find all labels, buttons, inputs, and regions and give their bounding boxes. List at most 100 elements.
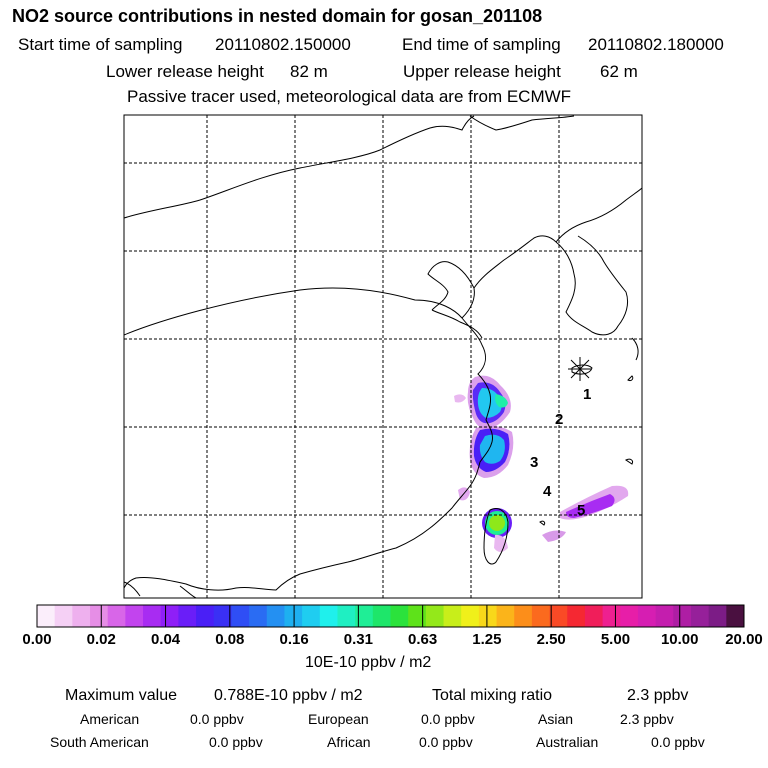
colorbar-cell-10 xyxy=(196,605,215,627)
upper-height-value: 62 m xyxy=(600,62,638,81)
colorbar-frame xyxy=(36,604,745,628)
colorbar-cell-2 xyxy=(54,605,73,627)
region-european-value: 0.0 ppbv xyxy=(421,711,475,727)
colorbar-cell-27 xyxy=(496,605,515,627)
china-coastline xyxy=(123,287,493,591)
colorbar-cell-4 xyxy=(90,605,109,627)
region-south-american-label: South American xyxy=(50,734,149,750)
start-time-value: 20110802.150000 xyxy=(215,35,351,54)
colorbar-cell-19 xyxy=(355,605,374,627)
colorbar-cell-28 xyxy=(514,605,533,627)
region-australian-label: Australian xyxy=(536,734,599,750)
colorbar-cell-38 xyxy=(690,605,710,627)
region-american-value: 0.0 ppbv xyxy=(190,711,244,727)
tracer-note: Passive tracer used, meteorological data… xyxy=(127,87,572,106)
colorbar-cell-36 xyxy=(655,605,674,627)
colorbar-tick-label-8: 1.25 xyxy=(472,631,502,648)
colorbar-cell-14 xyxy=(266,605,285,627)
receptor-label-5: 5 xyxy=(577,502,586,519)
colorbar-cell-1 xyxy=(37,605,56,627)
colorbar-cell-39 xyxy=(708,605,727,627)
colorbar-cell-12 xyxy=(231,605,250,627)
start-time-label: Start time of sampling xyxy=(18,35,183,54)
northeast-border xyxy=(469,115,575,131)
end-time-label: End time of sampling xyxy=(402,35,561,54)
hainan-corner xyxy=(123,581,141,597)
colorbar-cell-29 xyxy=(531,605,551,627)
colorbar-cell-6 xyxy=(125,605,144,627)
colorbar-cell-13 xyxy=(249,605,268,627)
lat-lon-grid xyxy=(124,115,642,598)
plume-zhejiang-core xyxy=(479,434,505,464)
colorbar-cell-25 xyxy=(461,605,480,627)
colorbar-cell-33 xyxy=(602,605,621,627)
receptor-label-1: 1 xyxy=(583,386,592,403)
colorbar-tick-label-11: 10.00 xyxy=(660,631,699,648)
colorbar-cell-16 xyxy=(302,605,321,627)
colorbar-cell-30 xyxy=(549,605,568,627)
colorbar-tick-label-2: 0.02 xyxy=(86,631,116,648)
colorbar-cell-5 xyxy=(107,605,126,627)
colorbar-cell-15 xyxy=(284,605,303,627)
plume-layer xyxy=(454,375,629,552)
colorbar-cell-7 xyxy=(143,605,162,627)
colorbar-unit-label: 10E-10 ppbv / m2 xyxy=(305,654,432,671)
colorbar-tick-label-10: 5.00 xyxy=(600,631,631,648)
colorbar-tick-label-4: 0.08 xyxy=(215,631,245,648)
colorbar-tick-label-6: 0.31 xyxy=(343,631,373,648)
colorbar-tick-label-12: 20.00 xyxy=(725,631,763,648)
colorbar-cell-18 xyxy=(337,605,356,627)
colorbar-cell-11 xyxy=(213,605,232,627)
colorbar-cell-37 xyxy=(673,605,692,627)
jeju-island xyxy=(571,364,593,375)
region-south-american-value: 0.0 ppbv xyxy=(209,734,263,750)
colorbar-cell-20 xyxy=(372,605,391,627)
plume-taiwan-peak xyxy=(489,515,505,531)
colorbar-cell-21 xyxy=(390,605,409,627)
colorbar-tick-label-9: 2.50 xyxy=(536,631,566,648)
region-asian-value: 2.3 ppbv xyxy=(620,711,674,727)
region-african-value: 0.0 ppbv xyxy=(419,734,473,750)
colorbar-cell-22 xyxy=(408,605,427,627)
total-mixing-label: Total mixing ratio xyxy=(432,687,553,704)
chart-title: NO2 source contributions in nested domai… xyxy=(12,6,543,26)
colorbar-tick-label-1: 0.00 xyxy=(22,631,52,648)
vietnam-border xyxy=(179,585,197,599)
liaodong-coast xyxy=(473,235,557,289)
colorbar-cell-9 xyxy=(178,605,197,627)
region-european-label: European xyxy=(308,711,369,727)
plume-taiwan-south xyxy=(494,534,508,552)
region-australian-value: 0.0 ppbv xyxy=(651,734,705,750)
colorbar-cell-34 xyxy=(620,605,639,627)
receptor-label-3: 3 xyxy=(530,454,539,471)
coastlines xyxy=(123,115,643,599)
colorbar-tick-label-3: 0.04 xyxy=(150,631,181,648)
inner-mongolia-border xyxy=(123,115,475,219)
max-value: 0.788E-10 ppbv / m2 xyxy=(214,687,363,704)
plume-shanghai-peak xyxy=(495,394,508,408)
plume-okinawa-core xyxy=(566,494,615,518)
taiwan-island xyxy=(483,508,509,565)
upper-height-label: Upper release height xyxy=(403,62,561,81)
colorbar-tick-label-7: 0.63 xyxy=(408,631,438,648)
total-mixing-value: 2.3 ppbv xyxy=(627,687,689,704)
colorbar-cell-40 xyxy=(726,605,745,627)
bohai-coast xyxy=(427,261,475,319)
plume-shanghai-west xyxy=(454,394,466,403)
lower-height-label: Lower release height xyxy=(106,62,264,81)
lower-height-value: 82 m xyxy=(290,62,328,81)
russia-border xyxy=(555,187,643,243)
colorbar-cell-8 xyxy=(160,605,179,627)
colorbar-cell-31 xyxy=(567,605,586,627)
colorbar-cell-32 xyxy=(584,605,604,627)
region-asian-label: Asian xyxy=(538,711,574,727)
colorbar-cell-23 xyxy=(425,605,445,627)
ryukyu-island-1 xyxy=(625,458,633,465)
colorbar-cell-17 xyxy=(319,605,338,627)
map-frame xyxy=(123,114,643,599)
colorbar-cell-35 xyxy=(637,605,657,627)
plume-sakishima xyxy=(542,530,566,542)
colorbar-cell-3 xyxy=(72,605,91,627)
